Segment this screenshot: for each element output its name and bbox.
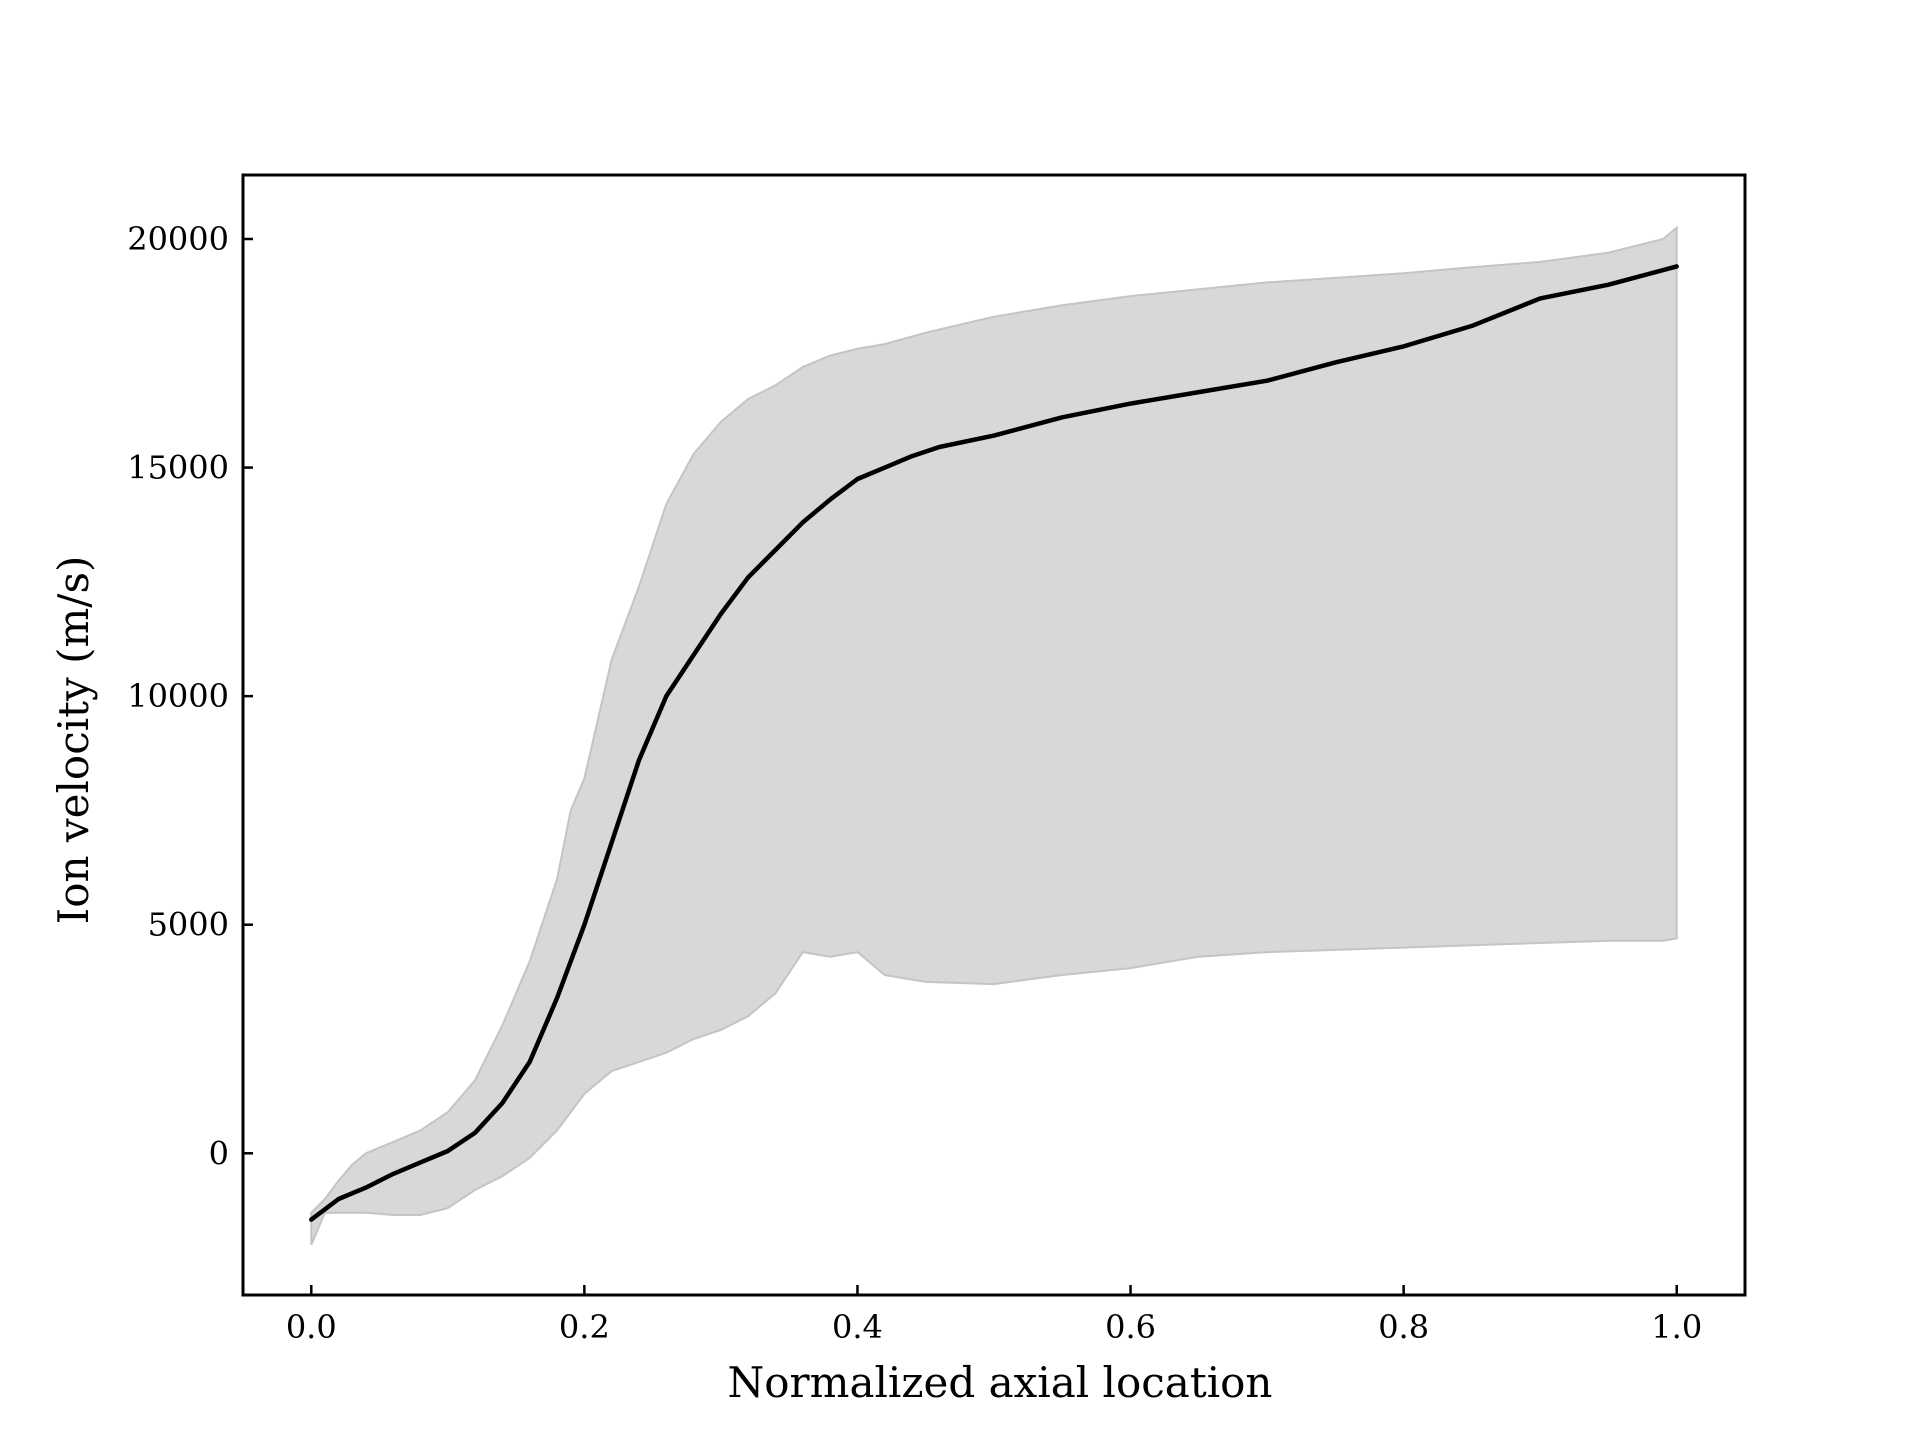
ion-velocity-line <box>309 264 1679 1222</box>
y-axis-label: Ion velocity (m/s) <box>49 556 98 925</box>
x-tick-label: 0.6 <box>1105 1308 1156 1346</box>
y-tick-label: 20000 <box>127 220 229 258</box>
y-tick-label: 10000 <box>127 677 229 715</box>
x-tick-label: 0.4 <box>832 1308 883 1346</box>
y-axis-ticks: 0 5000 10000 15000 20000 <box>127 220 253 1172</box>
x-axis-ticks: 0.0 0.2 0.4 0.6 0.8 1.0 <box>286 1285 1702 1346</box>
y-tick-label: 5000 <box>148 906 229 944</box>
x-tick-label: 0.2 <box>559 1308 610 1346</box>
y-tick-label: 15000 <box>127 449 229 487</box>
velocity-range-band <box>310 225 1678 1246</box>
plot-frame <box>241 173 1747 1297</box>
y-tick-label: 0 <box>209 1134 229 1172</box>
x-tick-label: 0.0 <box>286 1308 337 1346</box>
x-tick-label: 1.0 <box>1651 1308 1702 1346</box>
x-tick-label: 0.8 <box>1378 1308 1429 1346</box>
x-axis-label: Normalized axial location <box>728 1358 1273 1407</box>
